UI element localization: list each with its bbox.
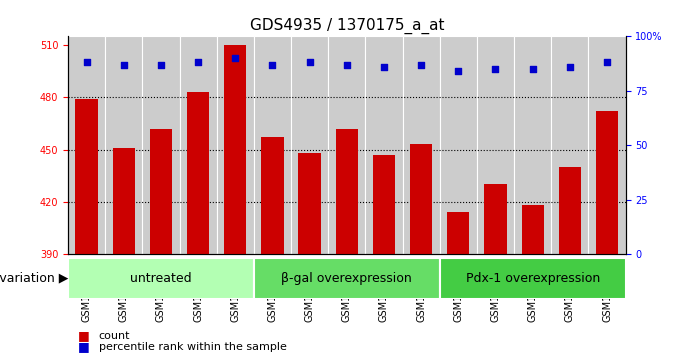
- Bar: [440, 36, 477, 254]
- Bar: [447, 212, 469, 254]
- Bar: [68, 258, 254, 299]
- Bar: [365, 36, 403, 254]
- Bar: [484, 184, 507, 254]
- Point: [230, 55, 241, 61]
- Bar: [410, 144, 432, 254]
- Title: GDS4935 / 1370175_a_at: GDS4935 / 1370175_a_at: [250, 17, 444, 33]
- Point: [415, 62, 426, 68]
- Bar: [588, 36, 626, 254]
- Bar: [68, 36, 105, 254]
- Bar: [373, 155, 395, 254]
- Bar: [224, 45, 246, 254]
- Point: [304, 60, 315, 65]
- Point: [453, 68, 464, 74]
- Point: [602, 60, 613, 65]
- Point: [490, 66, 501, 72]
- Bar: [142, 36, 180, 254]
- Text: untreated: untreated: [130, 272, 192, 285]
- Bar: [113, 148, 135, 254]
- Bar: [440, 258, 626, 299]
- Point: [156, 62, 167, 68]
- Bar: [217, 36, 254, 254]
- Point: [267, 62, 278, 68]
- Point: [379, 64, 390, 70]
- Bar: [559, 167, 581, 254]
- Text: ■: ■: [78, 329, 90, 342]
- Bar: [180, 36, 217, 254]
- Point: [527, 66, 538, 72]
- Text: β-gal overexpression: β-gal overexpression: [282, 272, 412, 285]
- Bar: [291, 36, 328, 254]
- Text: ■: ■: [78, 340, 90, 353]
- Bar: [551, 36, 588, 254]
- Bar: [75, 99, 98, 254]
- Bar: [150, 129, 172, 254]
- Bar: [514, 36, 551, 254]
- Text: Pdx-1 overexpression: Pdx-1 overexpression: [466, 272, 600, 285]
- Bar: [187, 92, 209, 254]
- Text: percentile rank within the sample: percentile rank within the sample: [99, 342, 286, 352]
- Bar: [328, 36, 365, 254]
- Bar: [596, 111, 618, 254]
- Bar: [477, 36, 514, 254]
- Bar: [254, 36, 291, 254]
- Point: [118, 62, 129, 68]
- Bar: [105, 36, 142, 254]
- Point: [564, 64, 575, 70]
- Point: [341, 62, 352, 68]
- Point: [81, 60, 92, 65]
- Bar: [336, 129, 358, 254]
- Bar: [403, 36, 440, 254]
- Text: count: count: [99, 331, 130, 341]
- Bar: [261, 137, 284, 254]
- Bar: [299, 153, 321, 254]
- Text: genotype/variation ▶: genotype/variation ▶: [0, 272, 68, 285]
- Bar: [254, 258, 440, 299]
- Bar: [522, 205, 544, 254]
- Point: [192, 60, 203, 65]
